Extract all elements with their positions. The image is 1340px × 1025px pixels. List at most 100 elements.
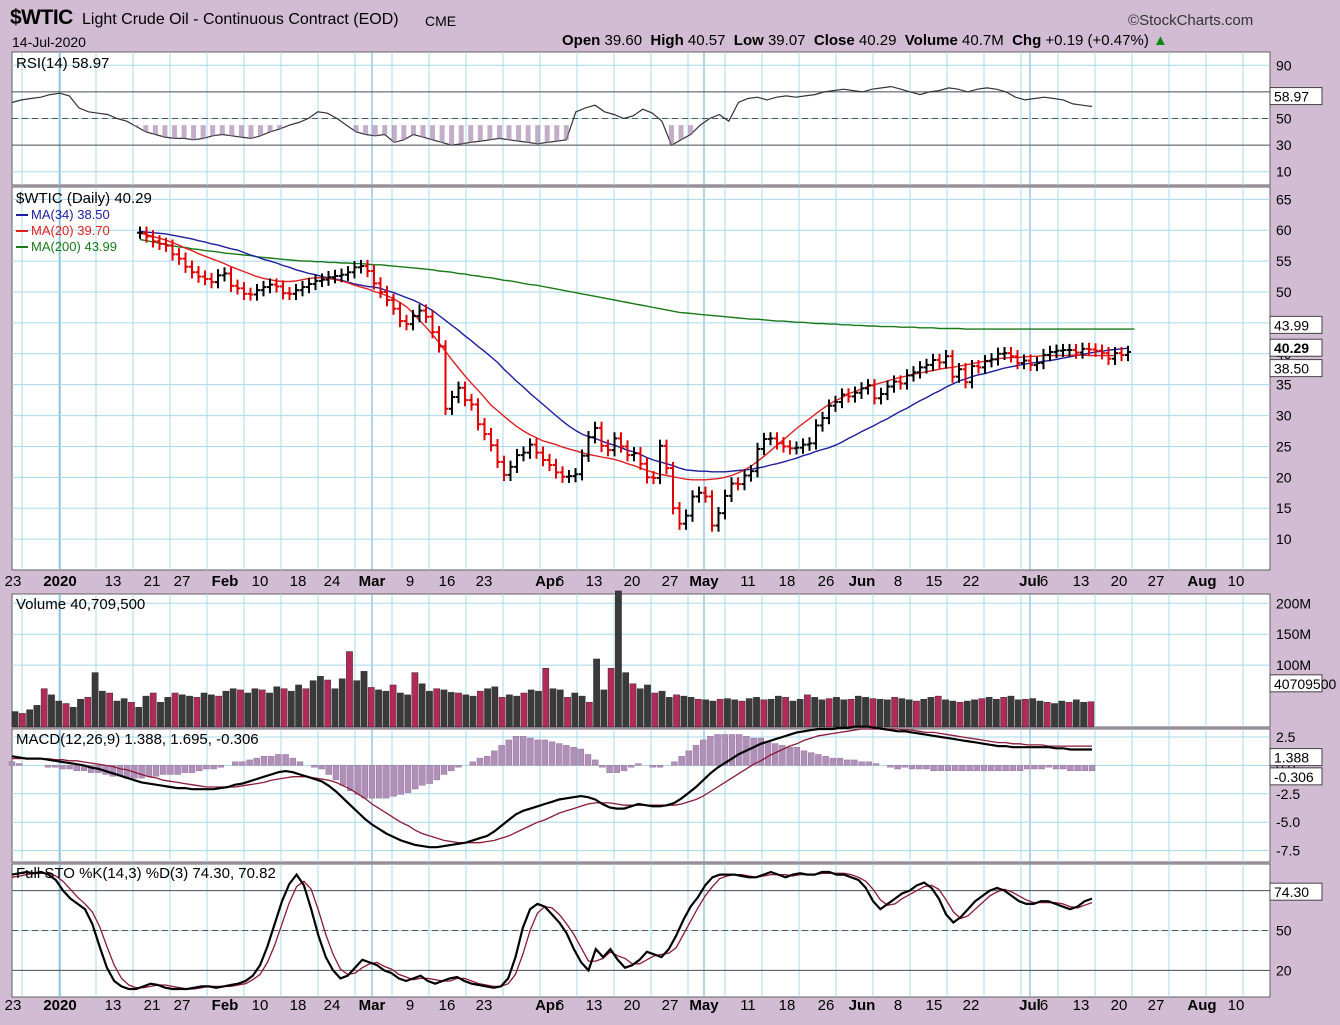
macd-histogram-bar — [1052, 765, 1060, 770]
price-bar — [923, 358, 930, 374]
y-tick-label: -2.5 — [1276, 786, 1300, 802]
price-panel — [11, 186, 1271, 571]
macd-histogram-bar — [736, 734, 743, 766]
volume-bar — [629, 683, 637, 728]
macd-histogram-bar — [973, 765, 980, 772]
volume-bar — [1080, 702, 1087, 728]
volume-bar — [440, 689, 448, 728]
volume-bar — [818, 699, 826, 728]
macd-histogram-bar — [750, 737, 757, 766]
volume-bar — [942, 699, 949, 728]
price-bar — [702, 486, 709, 503]
brand-logo[interactable]: ©StockCharts.com — [1128, 12, 1253, 29]
volume-bar — [258, 689, 266, 728]
macd-histogram-bar — [649, 765, 656, 768]
x-tick-label: Jul — [1019, 997, 1041, 1014]
macd-histogram-bar — [620, 765, 628, 772]
macd-histogram-bar — [145, 765, 153, 777]
macd-histogram-bar — [455, 765, 462, 768]
macd-histogram-bar — [923, 765, 930, 770]
price-bar — [910, 366, 917, 382]
price-bar — [845, 388, 852, 403]
price-bar — [1001, 346, 1008, 360]
macd-histogram-bar — [613, 765, 620, 773]
macd-histogram-bar — [505, 739, 512, 766]
volume-bar — [774, 695, 782, 728]
volume-bar — [171, 692, 179, 728]
x-tick-label: 23 — [476, 573, 493, 590]
macd-histogram-bar — [944, 765, 952, 772]
price-bar — [832, 395, 839, 412]
price-bar — [813, 419, 819, 450]
macd-histogram-bar — [311, 765, 318, 768]
volume-bar — [142, 695, 150, 728]
volume-bar — [178, 694, 186, 728]
macd-histogram-bar — [469, 761, 476, 766]
price-bar — [592, 421, 598, 444]
x-tick-label: Feb — [212, 997, 239, 1014]
volume-bar — [397, 692, 404, 728]
price-bar — [254, 283, 260, 301]
volume-bar — [506, 694, 513, 728]
volume-bar — [208, 694, 215, 728]
x-tick-label: 8 — [894, 573, 902, 590]
volume-bar — [404, 694, 411, 728]
x-tick-label: 20 — [1111, 997, 1128, 1014]
price-bar — [1086, 342, 1092, 356]
volume-bar — [367, 687, 375, 728]
ma200-last-label-box — [1269, 315, 1323, 334]
price-bar — [696, 486, 702, 503]
price-bar — [299, 280, 306, 297]
price-bar — [533, 438, 540, 459]
volume-last-label-box — [1269, 674, 1323, 693]
stochastic-last-label: 74.30 — [1274, 884, 1309, 900]
price-bar — [728, 477, 735, 503]
volume-bar — [898, 698, 906, 728]
macd-histogram-bar — [512, 736, 520, 766]
x-tick-label: 15 — [926, 573, 943, 590]
volume-bar — [491, 686, 499, 728]
y-tick-label: 10 — [1276, 164, 1292, 180]
x-tick-label: Jul — [1019, 573, 1041, 590]
x-tick-label: Feb — [212, 573, 239, 590]
macd-histogram-bar — [844, 759, 851, 766]
price-bar — [182, 252, 189, 273]
macd-histogram-bar — [260, 756, 268, 766]
price-bar — [663, 439, 670, 475]
volume-bar — [564, 697, 571, 728]
price-bar — [670, 461, 676, 515]
macd-histogram-bar — [937, 765, 944, 772]
macd-histogram-bar — [440, 765, 448, 775]
macd-histogram-bar — [332, 765, 340, 781]
price-bar — [319, 273, 325, 288]
volume-bar — [862, 697, 869, 728]
stochastic-k-line — [11, 870, 1093, 991]
price-bar — [143, 226, 150, 243]
x-tick-label: Mar — [359, 573, 386, 590]
y-tick-label: 30 — [1276, 408, 1292, 424]
macd-histogram-bar — [599, 765, 606, 768]
up-arrow-icon: ▲ — [1148, 32, 1168, 49]
price-bar — [358, 259, 364, 274]
volume-bar — [571, 692, 579, 728]
macd-histogram-bar — [404, 765, 412, 793]
x-tick-label: 11 — [740, 997, 756, 1014]
volume-bar — [62, 703, 70, 728]
macd-histogram-bar — [541, 739, 548, 766]
price-bar — [637, 447, 644, 470]
x-tick-label: 2020 — [43, 997, 76, 1014]
y-tick-label: 55 — [1276, 253, 1292, 269]
x-tick-label: 26 — [818, 573, 835, 590]
x-tick-label: 2020 — [43, 573, 76, 590]
macd-histogram-bar — [700, 739, 707, 766]
macd-histogram-bar — [152, 765, 160, 777]
volume-bar — [956, 702, 964, 728]
macd-histogram-bar — [988, 765, 995, 772]
x-tick-label: 13 — [105, 997, 122, 1014]
price-bar — [546, 453, 553, 472]
quote-summary: Open 39.60 High 40.57 Low 39.07 Close 40… — [562, 32, 1168, 49]
price-bar — [917, 361, 923, 379]
price-bar — [189, 260, 195, 279]
x-tick-label: 24 — [324, 997, 341, 1014]
price-bar — [579, 449, 585, 481]
